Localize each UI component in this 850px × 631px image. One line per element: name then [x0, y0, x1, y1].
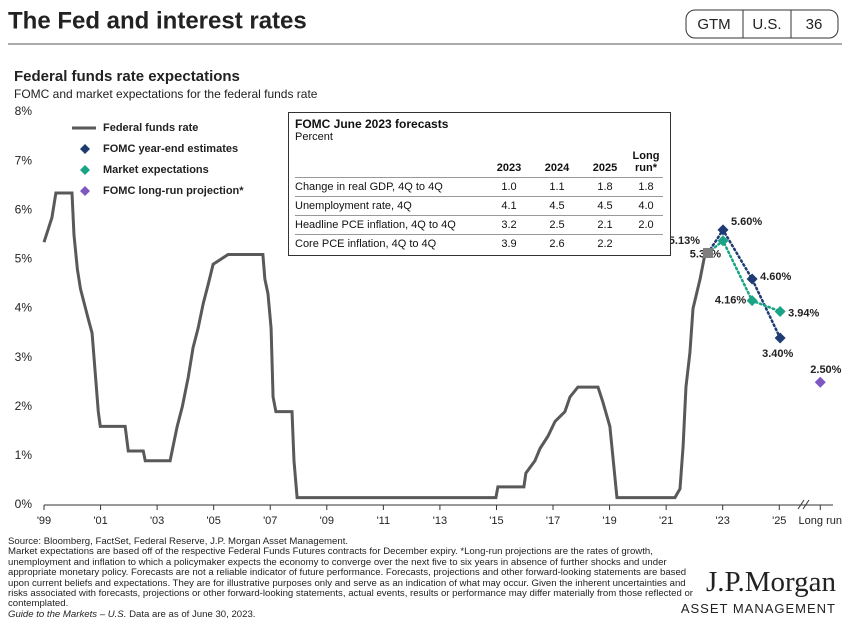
data-label: 3.94% [788, 307, 819, 319]
y-tick-label: 2% [15, 399, 33, 413]
legend-label: FOMC year-end estimates [103, 143, 238, 155]
x-tick-label: '09 [320, 515, 334, 527]
table-title: FOMC June 2023 forecasts [295, 117, 449, 131]
guide-line: Guide to the Markets – U.S. Data are as … [8, 608, 698, 620]
table-cell: 3.9 [485, 234, 533, 253]
table-cell: 4.5 [581, 196, 629, 215]
logo-sub: ASSET MANAGEMENT [680, 601, 836, 616]
diamond-marker [717, 224, 729, 236]
connector-line [706, 238, 782, 313]
column-header: Long run* [632, 150, 660, 174]
x-tick-label: '17 [546, 515, 560, 527]
legend-label: Federal funds rate [103, 122, 198, 134]
as-of: Data are as of June 30, 2023. [129, 608, 256, 620]
table-cell: 1.0 [485, 177, 533, 196]
diamond-marker [774, 332, 786, 344]
legend-swatch [80, 165, 90, 175]
table-cell: 3.2 [485, 215, 533, 234]
tag-box [685, 9, 839, 39]
table-cell: 1.1 [533, 177, 581, 196]
page-title: The Fed and interest rates [8, 7, 307, 34]
table-cell: 1.8 [629, 177, 663, 196]
plot: 0% 1% 2% 3% 4% 5% 6% 7% 8% '99 '01 '03 '05 '07 '09 '11 '… [15, 104, 842, 527]
y-tick-label: 4% [15, 301, 33, 315]
tag: U.S. [752, 16, 781, 33]
table-cell: 2.1 [581, 215, 629, 234]
x-tick-label: '21 [659, 515, 673, 527]
table-cell: 2.2 [581, 234, 629, 253]
x-tick-label: '03 [150, 515, 164, 527]
column-header: 2023 [496, 162, 522, 174]
tag: GTM [697, 16, 730, 33]
y-tick-label: 1% [15, 448, 33, 462]
chart-title: Federal funds rate expectations [14, 68, 240, 85]
diamond-marker [746, 273, 758, 285]
chart-subtitle: FOMC and market expectations for the fed… [14, 87, 318, 101]
table-cell: 4.5 [533, 196, 581, 215]
table-cell [629, 234, 663, 253]
table-cell: 4.0 [629, 196, 663, 215]
series-line [42, 191, 707, 500]
x-tick-label: '11 [377, 515, 391, 527]
y-tick-label: 5% [15, 252, 33, 266]
axis-break [797, 499, 805, 510]
table-cell: 2.0 [629, 215, 663, 234]
y-tick-label: 8% [15, 104, 33, 118]
diamond-marker [774, 305, 786, 317]
x-tick-label: '15 [489, 515, 503, 527]
x-tick-label: '05 [207, 515, 221, 527]
forecast-table: FOMC June 2023 forecasts Percent 2023 202… [288, 112, 671, 256]
y-tick-label: 3% [15, 350, 33, 364]
y-tick-label: 6% [15, 202, 33, 216]
diamond-marker [746, 295, 758, 307]
data-label: 2.50% [810, 364, 841, 376]
column-header: 2025 [592, 162, 618, 174]
x-tick-label: '99 [37, 515, 51, 527]
x-tick-label: Long run [799, 515, 842, 527]
data-label: 4.60% [760, 271, 791, 283]
table-corner [295, 147, 485, 177]
row-label: Unemployment rate, 4Q [295, 196, 485, 215]
current-label: 5.13% [669, 235, 700, 247]
column-header: 2024 [544, 162, 570, 174]
row-label: Headline PCE inflation, 4Q to 4Q [295, 215, 485, 234]
legend-swatch [80, 144, 90, 154]
connector-line [706, 227, 782, 340]
x-tick-label: '23 [716, 515, 730, 527]
table-cell: 2.6 [533, 234, 581, 253]
y-tick-label: 7% [15, 153, 33, 167]
logo-name: J.P.Morgan [706, 566, 836, 598]
y-tick-label: 0% [15, 497, 33, 511]
legend-swatch [80, 186, 90, 196]
footnotes: Source: Bloomberg, FactSet, Federal Rese… [8, 536, 698, 620]
axis-break [802, 499, 810, 510]
x-tick-label: '25 [772, 515, 786, 527]
data-label: 4.16% [715, 295, 746, 307]
table-cell: 4.1 [485, 196, 533, 215]
diamond-marker [814, 376, 826, 388]
data-label: 5.60% [731, 216, 762, 228]
table-grid: 2023 2024 2025 Long run* Change in real GDP,… [295, 147, 664, 253]
table-cell: 1.8 [581, 177, 629, 196]
x-tick-label: '19 [602, 515, 616, 527]
table-subtitle: Percent [295, 131, 333, 143]
logo: J.P.Morgan ASSET MANAGEMENT [681, 566, 836, 616]
x-tick-label: '01 [93, 515, 107, 527]
x-tick-label: '07 [263, 515, 277, 527]
legend-label: Market expectations [103, 164, 209, 176]
source: Source: Bloomberg, FactSet, Federal Rese… [8, 536, 349, 547]
data-label: 3.40% [762, 348, 793, 360]
tag: 36 [806, 16, 823, 33]
current-marker [703, 247, 714, 258]
diamond-marker [717, 235, 729, 247]
legend-label: FOMC long-run projection* [103, 185, 244, 197]
table-cell: 2.5 [533, 215, 581, 234]
row-label: Core PCE inflation, 4Q to 4Q [295, 234, 485, 253]
x-tick-label: '13 [433, 515, 447, 527]
guide: Guide to the Markets – U.S. [8, 608, 127, 620]
row-label: Change in real GDP, 4Q to 4Q [295, 177, 485, 196]
note: Market expectations are based off of the… [8, 546, 693, 610]
